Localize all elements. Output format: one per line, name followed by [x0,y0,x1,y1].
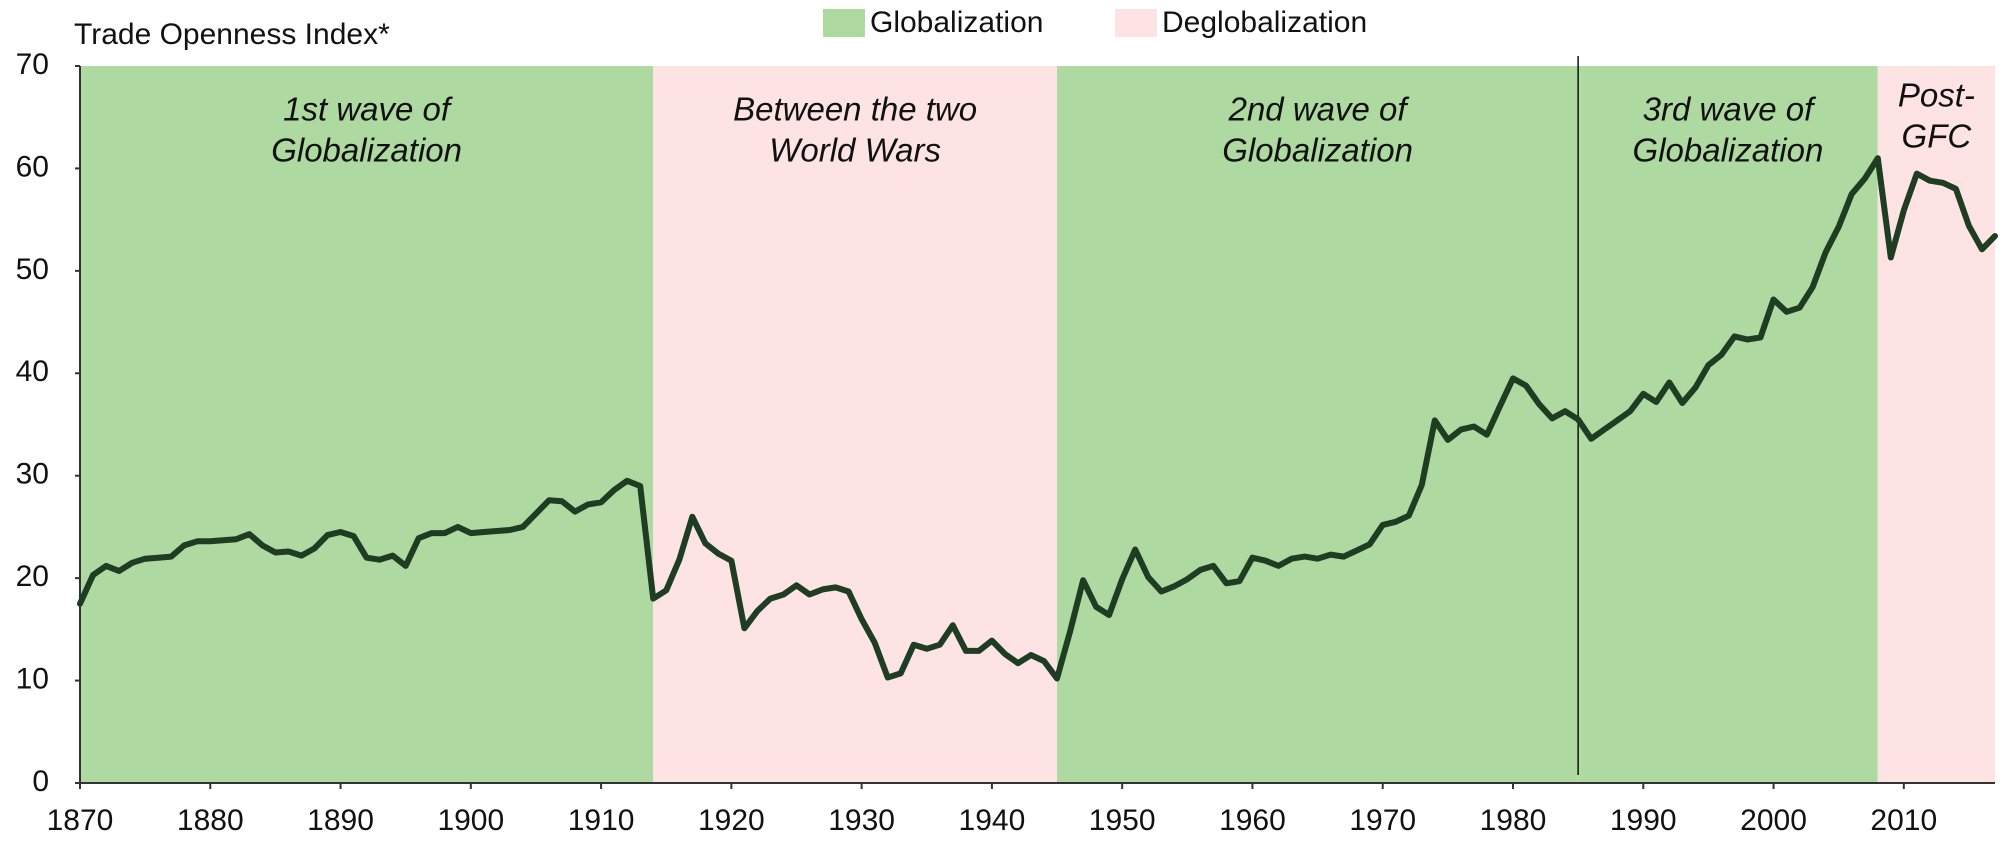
x-tick-label: 1980 [1480,804,1547,837]
x-tick-label: 2010 [1870,804,1937,837]
region-label: 3rd wave of [1643,91,1817,128]
x-tick-label: 1940 [959,804,1026,837]
x-tick-label: 1870 [47,804,114,837]
x-tick-label: 1950 [1089,804,1156,837]
region-label: World Wars [769,132,941,169]
region-label: Globalization [1222,132,1413,169]
legend-swatch [823,9,865,37]
region [1877,66,1995,783]
x-tick-label: 1930 [828,804,895,837]
region-label: 1st wave of [283,91,454,128]
y-tick-label: 50 [16,253,49,286]
y-tick-label: 70 [16,48,49,81]
legend-swatch [1115,9,1157,37]
legend-label: Globalization [870,6,1043,39]
x-tick-label: 1910 [568,804,635,837]
region [1578,66,1878,783]
x-tick-label: 1890 [307,804,374,837]
y-tick-label: 60 [16,150,49,183]
x-tick-label: 1970 [1349,804,1416,837]
legend-label: Deglobalization [1162,6,1367,39]
region-label: GFC [1902,118,1973,155]
region [653,66,1058,783]
x-tick-label: 1920 [698,804,765,837]
x-tick-label: 1960 [1219,804,1286,837]
y-tick-label: 30 [16,458,49,491]
x-tick-label: 1900 [437,804,504,837]
region-label: Between the two [733,91,977,128]
region-label: 2nd wave of [1228,91,1411,128]
region-label: Post- [1898,77,1975,114]
x-tick-label: 1880 [177,804,244,837]
y-tick-label: 40 [16,355,49,388]
y-tick-label: 0 [32,765,49,798]
y-tick-label: 10 [16,662,49,695]
region [80,66,654,783]
region [1057,66,1579,783]
x-tick-label: 2000 [1740,804,1807,837]
y-tick-label: 20 [16,560,49,593]
x-tick-label: 1990 [1610,804,1677,837]
chart-title: Trade Openness Index* [74,18,390,51]
region-label: Globalization [1633,132,1824,169]
series-line [77,155,1998,682]
region-label: Globalization [271,132,462,169]
